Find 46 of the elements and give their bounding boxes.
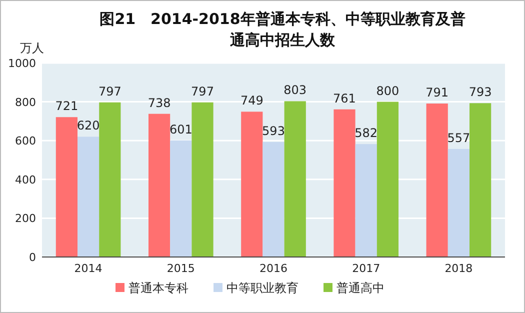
bar bbox=[170, 140, 192, 257]
y-axis-title: 万人 bbox=[20, 41, 44, 55]
chart-title: 图21 2014-2018年普通本专科、中等职业教育及普通高中招生人数 bbox=[100, 10, 466, 49]
bar bbox=[262, 142, 284, 257]
x-tick-label: 2015 bbox=[166, 262, 195, 275]
data-label: 800 bbox=[376, 84, 400, 98]
data-label: 803 bbox=[284, 83, 307, 98]
bar bbox=[284, 101, 306, 257]
data-label: 557 bbox=[447, 130, 470, 145]
bar bbox=[77, 136, 100, 257]
data-label: 738 bbox=[148, 96, 171, 110]
data-label: 791 bbox=[426, 86, 449, 100]
bar bbox=[192, 102, 214, 257]
bar bbox=[148, 114, 170, 257]
x-tick-label: 2014 bbox=[74, 262, 102, 275]
x-tick-label: 2016 bbox=[260, 262, 288, 275]
legend-label: 中等职业教育 bbox=[226, 281, 298, 295]
data-label: 593 bbox=[262, 124, 285, 138]
bar bbox=[56, 117, 78, 257]
bar bbox=[426, 104, 448, 257]
y-tick-label: 400 bbox=[15, 173, 36, 186]
bar bbox=[99, 102, 121, 257]
data-label: 721 bbox=[55, 99, 78, 114]
y-tick-label: 1000 bbox=[8, 57, 36, 70]
data-label: 582 bbox=[354, 126, 378, 140]
bar bbox=[355, 144, 377, 257]
data-label: 620 bbox=[76, 118, 100, 133]
y-tick-label: 800 bbox=[15, 96, 36, 109]
x-tick-label: 2018 bbox=[444, 262, 473, 275]
legend-label: 普通高中 bbox=[336, 281, 384, 295]
bar bbox=[241, 112, 263, 257]
bar bbox=[448, 148, 470, 257]
y-tick-label: 0 bbox=[29, 251, 36, 264]
y-tick-label: 200 bbox=[15, 212, 36, 226]
bar bbox=[376, 102, 399, 257]
data-label: 601 bbox=[169, 122, 192, 136]
y-tick-label: 600 bbox=[15, 134, 36, 148]
data-label: 749 bbox=[240, 94, 264, 108]
data-label: 793 bbox=[468, 85, 492, 100]
bar bbox=[334, 109, 356, 257]
legend-label: 普通本专科 bbox=[128, 281, 188, 295]
bar bbox=[470, 103, 492, 257]
x-tick-label: 2017 bbox=[352, 262, 380, 275]
data-label: 797 bbox=[98, 84, 122, 98]
data-label: 797 bbox=[191, 84, 214, 98]
data-label: 761 bbox=[333, 91, 356, 106]
